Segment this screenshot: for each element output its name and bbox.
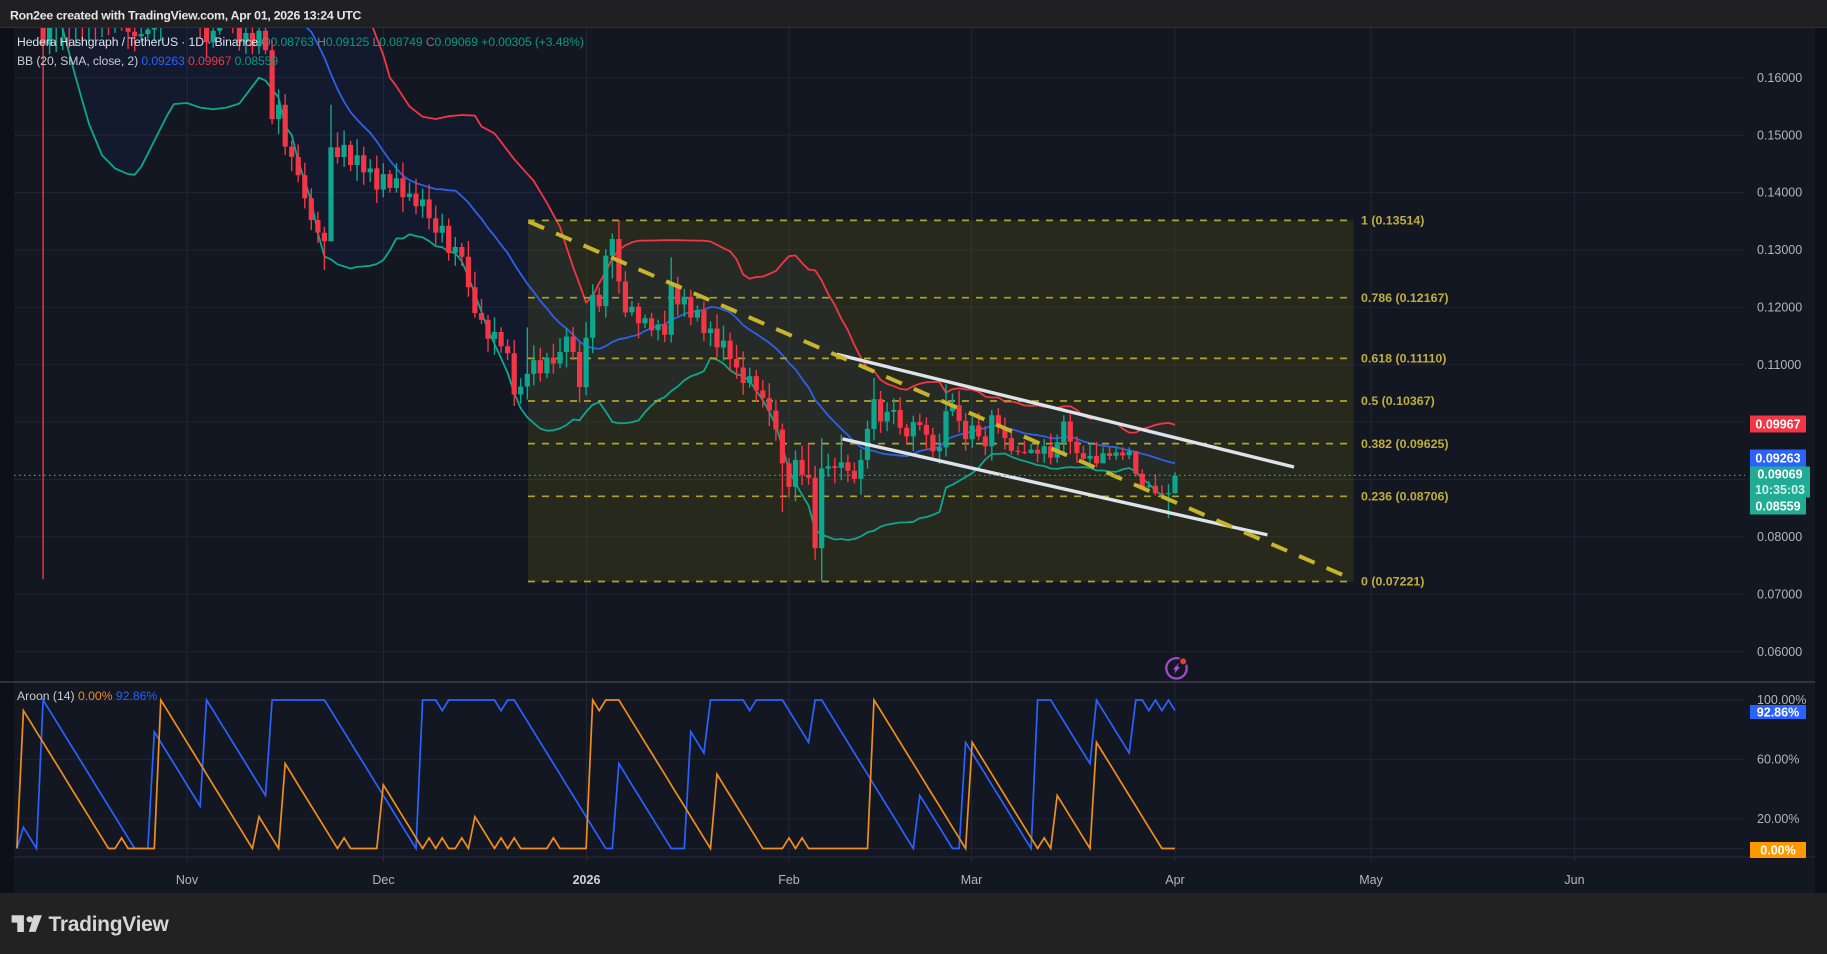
svg-text:0 (0.07221): 0 (0.07221) — [1361, 575, 1424, 589]
svg-text:BB (20, SMA, close, 2) 0.09263: BB (20, SMA, close, 2) 0.09263 0.09967 0… — [17, 54, 278, 68]
svg-text:0.236 (0.08706): 0.236 (0.08706) — [1361, 490, 1449, 504]
svg-text:Nov: Nov — [176, 873, 199, 887]
svg-text:0.09263: 0.09263 — [1755, 451, 1800, 465]
svg-text:1 (0.13514): 1 (0.13514) — [1361, 214, 1424, 228]
svg-text:0.08000: 0.08000 — [1757, 530, 1802, 544]
svg-text:0.12000: 0.12000 — [1757, 301, 1802, 315]
svg-text:0.08559: 0.08559 — [1755, 499, 1800, 513]
svg-text:0.00%: 0.00% — [1760, 843, 1795, 857]
svg-text:0.618 (0.11110): 0.618 (0.11110) — [1361, 352, 1446, 366]
svg-text:Feb: Feb — [778, 873, 800, 887]
svg-text:0.5 (0.10367): 0.5 (0.10367) — [1361, 394, 1435, 408]
svg-text:Hedera Hashgraph / TetherUS ·: Hedera Hashgraph / TetherUS · 1D · Binan… — [17, 35, 584, 49]
svg-text:60.00%: 60.00% — [1757, 753, 1799, 767]
svg-text:0.14000: 0.14000 — [1757, 186, 1802, 200]
svg-text:0.16000: 0.16000 — [1757, 71, 1802, 85]
svg-text:0.07000: 0.07000 — [1757, 587, 1802, 601]
svg-text:100.00%: 100.00% — [1757, 693, 1806, 707]
svg-text:TradingView: TradingView — [49, 913, 170, 936]
svg-text:Mar: Mar — [961, 873, 983, 887]
svg-text:20.00%: 20.00% — [1757, 812, 1799, 826]
svg-text:10:35:03: 10:35:03 — [1755, 483, 1805, 497]
svg-text:92.86%: 92.86% — [1757, 705, 1799, 719]
svg-text:Ron2ee created with TradingVie: Ron2ee created with TradingView.com, Apr… — [10, 9, 361, 23]
svg-text:0.382 (0.09625): 0.382 (0.09625) — [1361, 437, 1449, 451]
svg-text:Dec: Dec — [372, 873, 394, 887]
svg-text:Jun: Jun — [1564, 873, 1584, 887]
svg-text:May: May — [1359, 873, 1383, 887]
svg-text:0.15000: 0.15000 — [1757, 128, 1802, 142]
svg-text:0.09069: 0.09069 — [1757, 468, 1802, 482]
svg-text:0.09967: 0.09967 — [1755, 417, 1800, 431]
svg-text:0.06000: 0.06000 — [1757, 645, 1802, 659]
svg-text:2026: 2026 — [573, 873, 601, 887]
svg-text:0.786 (0.12167): 0.786 (0.12167) — [1361, 291, 1449, 305]
svg-text:Apr: Apr — [1165, 873, 1184, 887]
svg-text:0.11000: 0.11000 — [1757, 358, 1801, 372]
svg-text:0.13000: 0.13000 — [1757, 243, 1802, 257]
svg-text:Aroon (14) 0.00% 92.86%: Aroon (14) 0.00% 92.86% — [17, 689, 157, 703]
